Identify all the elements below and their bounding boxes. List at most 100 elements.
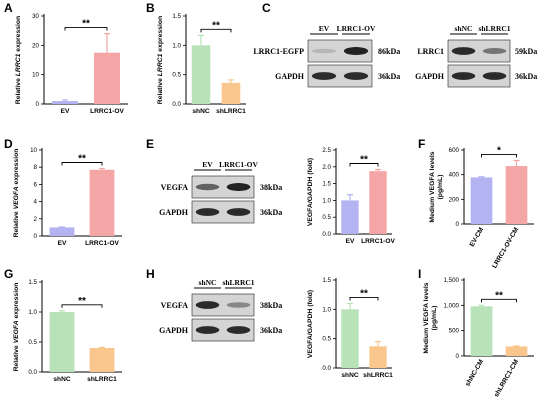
y-tick-label: 1.5 [172,13,181,20]
protein-label: VEGFA [161,183,189,192]
protein-label: LRRC1 [417,47,444,56]
y-axis-label: Medium VEGFA levels [429,151,436,222]
bar-chart-e: 0.0 0.5 1.0 1.5 2.0 2.5 VEGFA/GAPDH (fold) EV LR… [307,147,395,245]
size-label: 36kDa [260,208,282,217]
blot-band [482,72,507,80]
blot-band [226,208,251,216]
western-blot-h: shNC shLRRC1 VEGFA 38kDa GAPDH 36kDa [159,278,282,342]
blot-band [311,48,337,54]
category-label: EV [61,108,70,115]
y-tick-label: 600 [449,147,460,154]
blot-band [343,72,369,80]
y-tick-label: 500 [449,328,460,335]
blot-band [482,48,507,54]
y-tick-label: 6 [34,181,38,188]
size-label: 36kDa [260,326,282,335]
category-label: shLRRC1 [216,108,246,115]
category-label: LRRC1-OV [90,108,124,115]
blot-strip [191,175,255,199]
bar-chart-h: 0.0 0.5 1.0 1.5 VEGFA/GAPDH (fold) shNC shLRRC… [307,277,393,379]
bar-shnc-cm [470,306,493,356]
blot-band [343,47,369,55]
significance-label: ** [78,296,86,307]
y-tick-label: 4 [34,199,38,206]
blot-strip [191,200,255,224]
blot-strip [191,318,255,342]
blot-strip [307,39,373,63]
size-label: 36kDa [515,72,537,81]
category-label: shLRRC1-CM [493,358,520,398]
bar-lrrc1-ov [89,169,115,236]
blot-band [226,302,251,308]
y-tick-label: 20 [32,42,39,49]
panel-letter-d: D [4,137,13,151]
y-tick-label: 0.0 [172,101,181,108]
y-axis-label: Relative VEGFA expression [13,149,20,238]
y-tick-label: 0 [456,353,460,360]
blot-band [311,72,337,80]
panel-letter-g: G [4,267,13,281]
y-axis-label: VEGFA/GAPDH (fold) [307,290,314,358]
category-label: shNC-CM [464,358,485,388]
bar-ev [51,101,79,104]
y-axis-label: Medium VEGFA levels [423,282,430,353]
y-tick-label: 0.0 [322,365,331,372]
category-label: LRRC1-OV-CM [491,226,520,270]
bar-chart-b: 0.0 0.5 1.0 1.5 Relative LRRC1 expression shN… [157,13,246,115]
lane-label: LRRC1-OV [337,24,376,33]
y-axis-label-part: Relative [15,76,22,104]
y-tick-label: 0 [36,101,40,108]
protein-label: GAPDH [159,208,189,217]
size-label: 36kDa [378,72,400,81]
panel-letter-f: F [418,137,425,151]
y-tick-label: 0.5 [172,72,181,79]
size-label: 38kDa [260,301,282,310]
y-axis-label-part: expression [157,16,164,54]
y-axis-label-part: VEGFA [13,320,20,343]
protein-label: GAPDH [159,326,189,335]
significance-bracket [64,27,108,31]
y-axis-label-part: Relative [13,209,20,237]
significance-bracket [61,162,103,166]
y-tick-label: 1.5 [28,279,37,286]
lane-label: EV [319,24,330,33]
protein-label: GAPDH [415,72,445,81]
significance-bracket [200,28,232,33]
category-label: EV-CM [469,226,486,248]
y-tick-label: 2.5 [322,147,331,154]
y-tick-label: 0.0 [28,369,37,376]
category-label: shLRRC1 [363,372,393,379]
panel-letter-a: A [4,1,13,15]
lane-label: shNC [199,278,217,287]
y-axis-label-part: VEGFA [13,186,20,209]
y-axis-label: Relative LRRC1 expression [157,16,164,104]
blot-strip [447,64,511,88]
bar-ev-cm [470,177,493,224]
y-axis-label-part: Relative [13,343,20,371]
y-tick-label: 1.5 [322,181,331,188]
lane-label: EV [202,160,213,169]
bar-chart-d: 0 2 4 6 8 10 Relative VEGFA expression EV LRRC1-… [13,147,122,247]
category-label: LRRC1-OV [361,238,395,245]
significance-bracket [349,163,379,167]
y-tick-label: 1,500 [444,277,460,284]
y-tick-label: 0.0 [322,231,331,238]
category-label: shNC [53,376,70,383]
category-label: LRRC1-OV [85,240,119,247]
size-label: 38kDa [260,183,282,192]
bar-ev [49,227,75,236]
y-axis-label-part: LRRC1 [15,53,22,76]
y-axis-label-unit: (pg/mL) [431,306,438,331]
bar-chart-i: 0 500 1,000 1,500 Medium VEGFA levels (pg/mL)… [423,277,534,398]
y-tick-label: 200 [449,196,460,203]
bar-lrrc1-ov-cm [505,166,528,224]
y-tick-label: 1.0 [322,197,331,204]
significance-label: ** [360,288,368,299]
blot-band [451,47,476,55]
significance-label: ** [360,154,368,165]
bar-shnc [49,312,75,372]
size-label: 59kDa [515,47,537,56]
blot-strip [307,64,373,88]
blot-band [226,183,251,191]
